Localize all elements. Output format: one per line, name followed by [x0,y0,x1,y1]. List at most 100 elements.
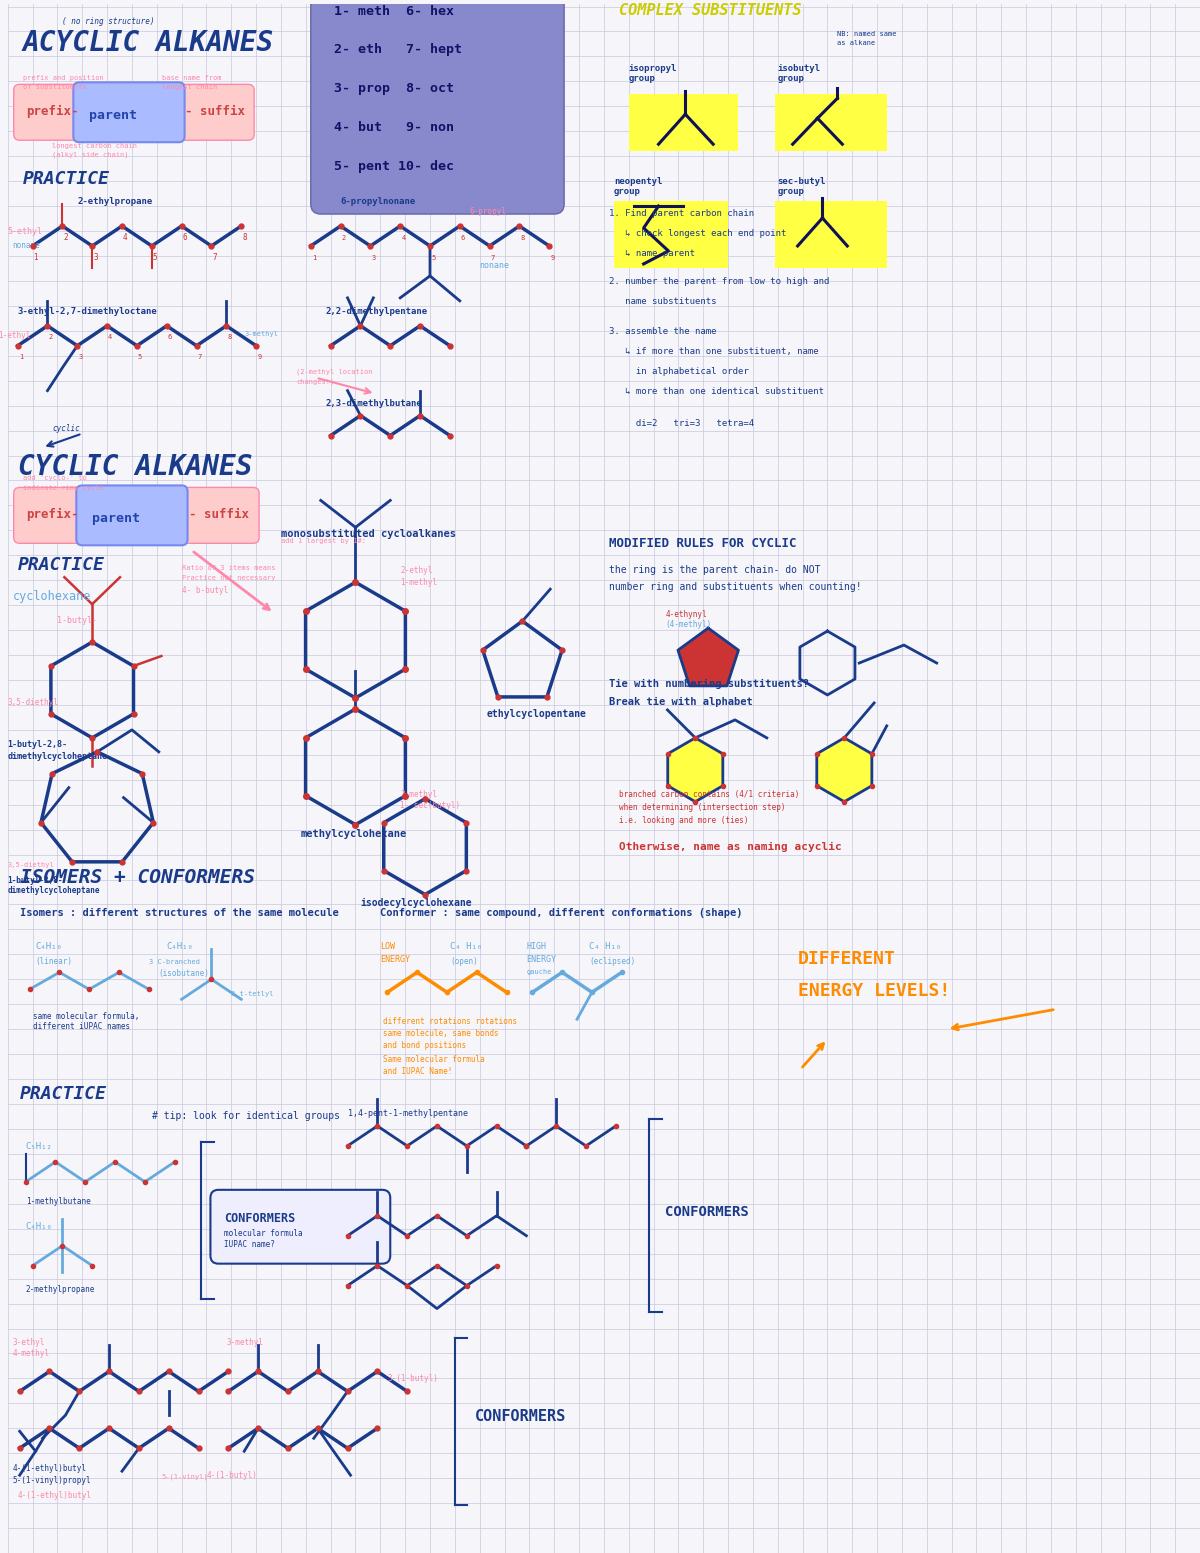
Text: of substituents: of substituents [23,84,86,90]
Text: 4- but   9- non: 4- but 9- non [334,121,454,134]
Text: 7: 7 [198,354,202,360]
Text: 4-methyl: 4-methyl [13,1350,49,1359]
Polygon shape [614,200,728,269]
Text: parent: parent [89,109,137,123]
Text: when determining (intersection step): when determining (intersection step) [619,803,785,812]
Text: 4: 4 [108,334,113,340]
Text: - suffix: - suffix [185,106,245,118]
FancyBboxPatch shape [73,82,185,143]
Text: same molecular formula,: same molecular formula, [32,1013,139,1022]
Text: prefix-: prefix- [25,106,78,118]
Text: 8: 8 [242,233,247,242]
Text: 4: 4 [124,233,127,242]
Text: Break tie with alphabet: Break tie with alphabet [608,697,752,707]
Text: 1-methylbutane: 1-methylbutane [25,1197,90,1205]
Text: 6-propylnonane: 6-propylnonane [341,197,416,207]
Text: 2-ethylpropane: 2-ethylpropane [77,197,152,207]
Text: ISOMERS + CONFORMERS: ISOMERS + CONFORMERS [19,868,254,887]
Text: methylcyclohexane: methylcyclohexane [301,829,407,839]
Text: COMPLEX SUBSTITUENTS: COMPLEX SUBSTITUENTS [619,3,802,17]
Text: isodecylcyclohexane: isodecylcyclohexane [360,899,472,909]
Text: 1: 1 [34,253,38,262]
Text: 4-(1-ethyl)butyl: 4-(1-ethyl)butyl [18,1491,91,1500]
Text: 6: 6 [168,334,172,340]
Text: (open): (open) [450,957,478,966]
Text: monosubstituted cycloalkanes: monosubstituted cycloalkanes [281,530,456,539]
Text: changes!): changes!) [296,379,334,385]
Text: prefix and position: prefix and position [23,76,103,81]
Text: 1-methyl: 1-methyl [400,578,437,587]
Text: prefix-: prefix- [25,508,78,522]
Text: 2- eth   7- hept: 2- eth 7- hept [334,43,462,56]
Text: 3: 3 [78,354,83,360]
Text: 5: 5 [431,255,436,261]
Text: 6: 6 [182,233,187,242]
Text: 8: 8 [227,334,232,340]
Text: 7: 7 [491,255,494,261]
Text: (4-methyl): (4-methyl) [666,620,712,629]
Text: DIFFERENT: DIFFERENT [798,950,895,969]
Text: 4-(1-butyl): 4-(1-butyl) [206,1471,257,1480]
Text: C₄ H₁₀: C₄ H₁₀ [589,943,622,952]
Text: different rotations rotations: different rotations rotations [383,1017,517,1027]
Text: (linear): (linear) [36,957,72,966]
Text: group: group [778,75,805,84]
Text: 3. assemble the name: 3. assemble the name [608,326,716,335]
Text: 3-methyl: 3-methyl [227,1339,263,1348]
Text: 1: 1 [19,354,23,360]
Text: IUPAC name?: IUPAC name? [224,1239,275,1249]
Text: different iUPAC names: different iUPAC names [32,1022,130,1031]
Text: 2: 2 [64,233,68,242]
Text: cyclohexane: cyclohexane [13,590,91,603]
Text: 5: 5 [138,354,142,360]
Text: in alphabetical order: in alphabetical order [608,367,749,376]
Text: 1-ethyl: 1-ethyl [0,331,30,340]
Text: 3 C-branched: 3 C-branched [149,960,200,966]
Text: 2,3-dimethylbutane: 2,3-dimethylbutane [325,399,422,407]
Text: and bond positions: and bond positions [383,1041,467,1050]
Text: Ratio of 3 items means: Ratio of 3 items means [181,565,275,572]
Text: 1. Find parent carbon chain: 1. Find parent carbon chain [608,210,754,217]
Text: 3- prop  8- oct: 3- prop 8- oct [334,82,454,95]
Text: 9: 9 [257,354,262,360]
Text: C₄ H₁₀: C₄ H₁₀ [450,943,482,952]
Text: 3 t-tetlyl: 3 t-tetlyl [232,991,274,997]
Text: LOW: LOW [380,943,395,952]
Text: ethylcyclopentane: ethylcyclopentane [487,708,587,719]
Text: C₅H₁₂: C₅H₁₂ [25,1141,53,1151]
Text: isobutyl: isobutyl [778,64,821,73]
Text: 5-(1-vinyl): 5-(1-vinyl) [162,1474,209,1480]
Text: 6-propyl: 6-propyl [469,207,506,216]
Polygon shape [775,95,887,151]
Text: and IUPAC Name!: and IUPAC Name! [383,1067,452,1076]
Text: 3: 3 [94,253,98,262]
Text: 4- b-butyl: 4- b-butyl [181,585,228,595]
Text: ENERGY: ENERGY [380,955,410,964]
Text: as alkane: as alkane [838,40,876,47]
Text: (isobutane): (isobutane) [158,969,210,978]
Text: PRACTICE: PRACTICE [18,556,104,575]
Text: nonane: nonane [13,241,41,250]
Text: branched carbon contains (4/1 criteria): branched carbon contains (4/1 criteria) [619,790,799,798]
Text: dimethylcycloheptane: dimethylcycloheptane [7,752,108,761]
Text: 2-methyl: 2-methyl [400,790,437,798]
Text: i.e. looking and more (ties): i.e. looking and more (ties) [619,815,749,825]
Polygon shape [629,95,738,151]
FancyBboxPatch shape [77,486,187,545]
Text: (eclipsed): (eclipsed) [589,957,635,966]
Text: 5-ethyl: 5-ethyl [7,227,43,236]
Text: ACYCLIC ALKANES: ACYCLIC ALKANES [23,30,274,57]
Text: 2-ethyl: 2-ethyl [400,567,432,575]
Text: the ring is the parent chain- do NOT: the ring is the parent chain- do NOT [608,565,821,575]
Text: PRACTICE: PRACTICE [19,1086,107,1103]
Text: CONFORMERS: CONFORMERS [224,1211,295,1225]
Text: 2-methylpropane: 2-methylpropane [25,1284,95,1294]
Text: group: group [614,186,641,196]
Text: 5-(1-vinyl)propyl: 5-(1-vinyl)propyl [13,1477,91,1485]
Text: cyclic: cyclic [53,424,80,433]
Text: same molecule, same bonds: same molecule, same bonds [383,1030,499,1037]
Text: (alkyl side chain): (alkyl side chain) [53,151,128,158]
Text: ENERGY LEVELS!: ENERGY LEVELS! [798,981,950,1000]
Text: 4: 4 [401,235,406,241]
Text: longest carbon chain: longest carbon chain [53,143,138,149]
